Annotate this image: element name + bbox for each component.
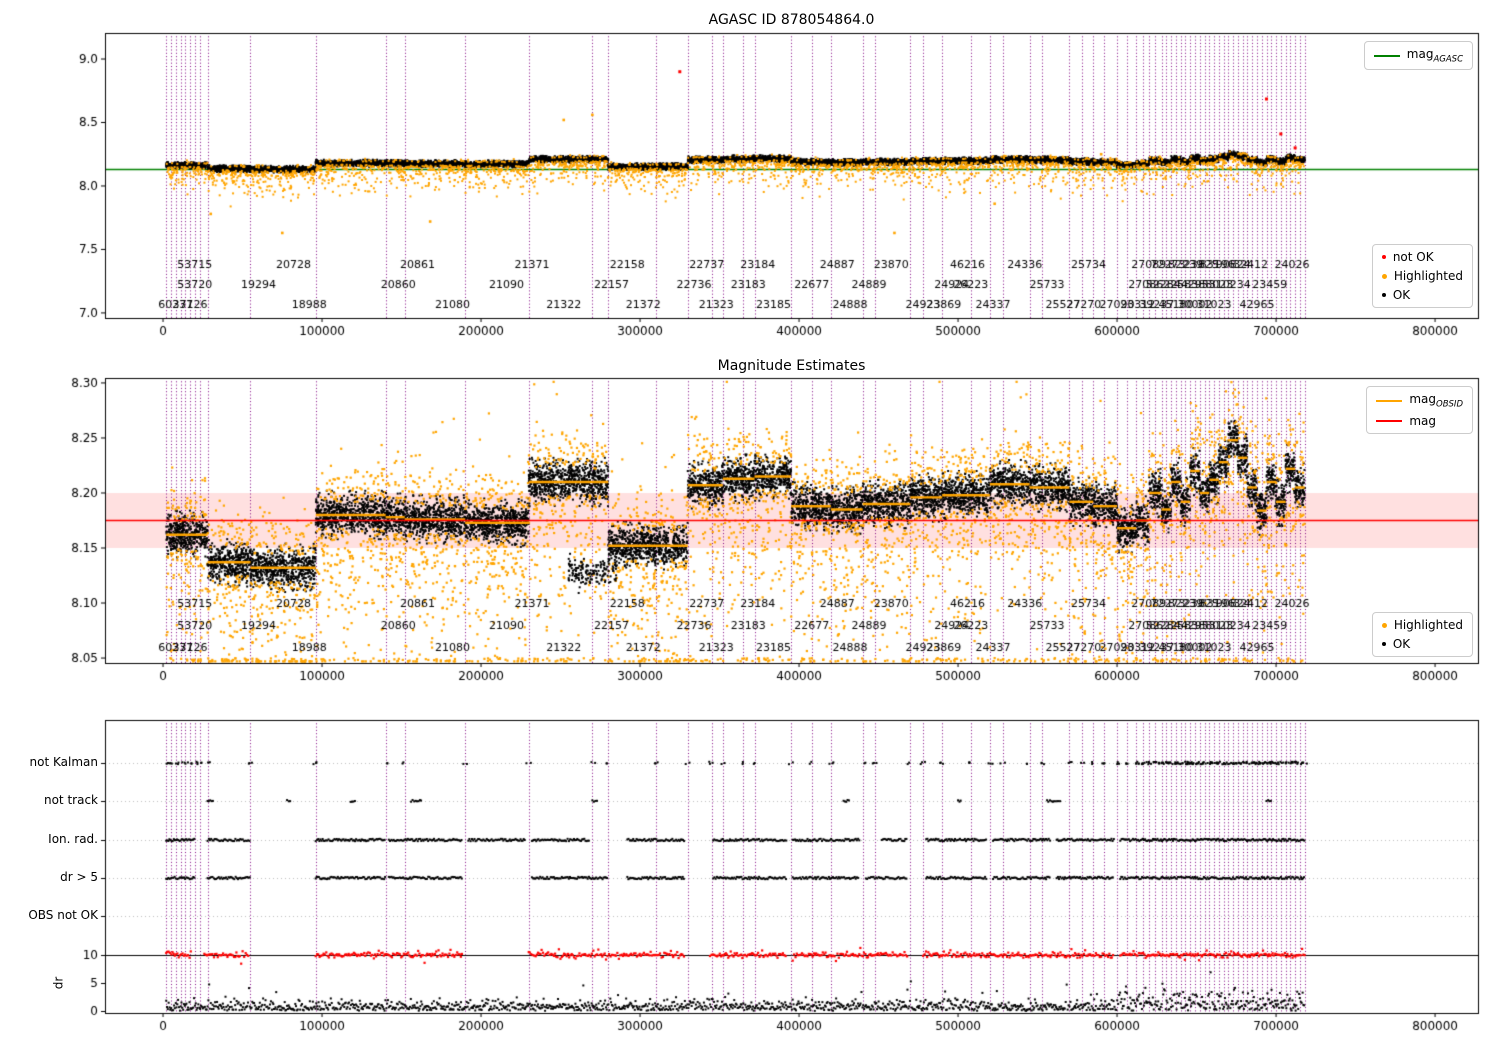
legend-label-main: mag — [1406, 47, 1434, 61]
legend-label-sub: AGASC — [1433, 54, 1463, 65]
legend-entry-mag-obsid: magOBSID — [1376, 392, 1463, 409]
highlighted-marker-sample — [1381, 273, 1387, 279]
legend-label-sub: OBSID — [1436, 399, 1463, 410]
mag-line-sample — [1376, 420, 1403, 423]
legend-label-highlighted: Highlighted — [1393, 618, 1463, 632]
middle-plot-title: Magnitude Estimates — [717, 358, 866, 374]
legend-mid-markers: Highlighted OK — [1371, 612, 1473, 657]
row-label-obs-not-ok: OBS not OK — [28, 908, 98, 922]
legend-entry-mag-agasc: magAGASC — [1373, 47, 1463, 64]
legend-entry-highlighted: Highlighted — [1381, 618, 1463, 632]
legend-entry-ok: OK — [1381, 288, 1463, 302]
row-label-dr-gt-5: dr > 5 — [60, 870, 98, 884]
ok-marker-sample — [1381, 642, 1386, 646]
legend-entry-ok: OK — [1381, 637, 1463, 651]
top-plot-title: AGASC ID 878054864.0 — [708, 12, 875, 28]
legend-top-markers: not OK Highlighted OK — [1371, 244, 1473, 308]
legend-label-ok: OK — [1392, 288, 1411, 302]
not-ok-marker-sample — [1381, 255, 1386, 259]
mag-obsid-line-sample — [1376, 399, 1403, 402]
legend-label-mag-obsid: magOBSID — [1409, 392, 1463, 409]
ok-marker-sample — [1381, 293, 1386, 297]
legend-label-main: mag — [1409, 392, 1437, 406]
legend-label-mag-agasc: magAGASC — [1407, 47, 1463, 64]
mag-agasc-line-sample — [1373, 54, 1400, 57]
legend-label-ok: OK — [1392, 637, 1411, 651]
legend-entry-highlighted: Highlighted — [1381, 269, 1463, 283]
legend-label-not-ok: not OK — [1392, 250, 1434, 264]
legend-entry-not-ok: not OK — [1381, 250, 1463, 264]
row-label-not-track: not track — [43, 793, 98, 807]
legend-mid-lines: magOBSID mag — [1366, 386, 1473, 435]
dr-axis-label: dr — [51, 976, 66, 990]
legend-label-mag: mag — [1409, 414, 1437, 429]
legend-entry-mag: mag — [1376, 414, 1463, 428]
legend-label-highlighted: Highlighted — [1393, 269, 1463, 283]
legend-mag-agasc: magAGASC — [1363, 41, 1473, 71]
highlighted-marker-sample — [1381, 622, 1387, 628]
row-label-ion-rad: Ion. rad. — [48, 832, 98, 846]
row-label-not-kalman: not Kalman — [29, 755, 98, 769]
